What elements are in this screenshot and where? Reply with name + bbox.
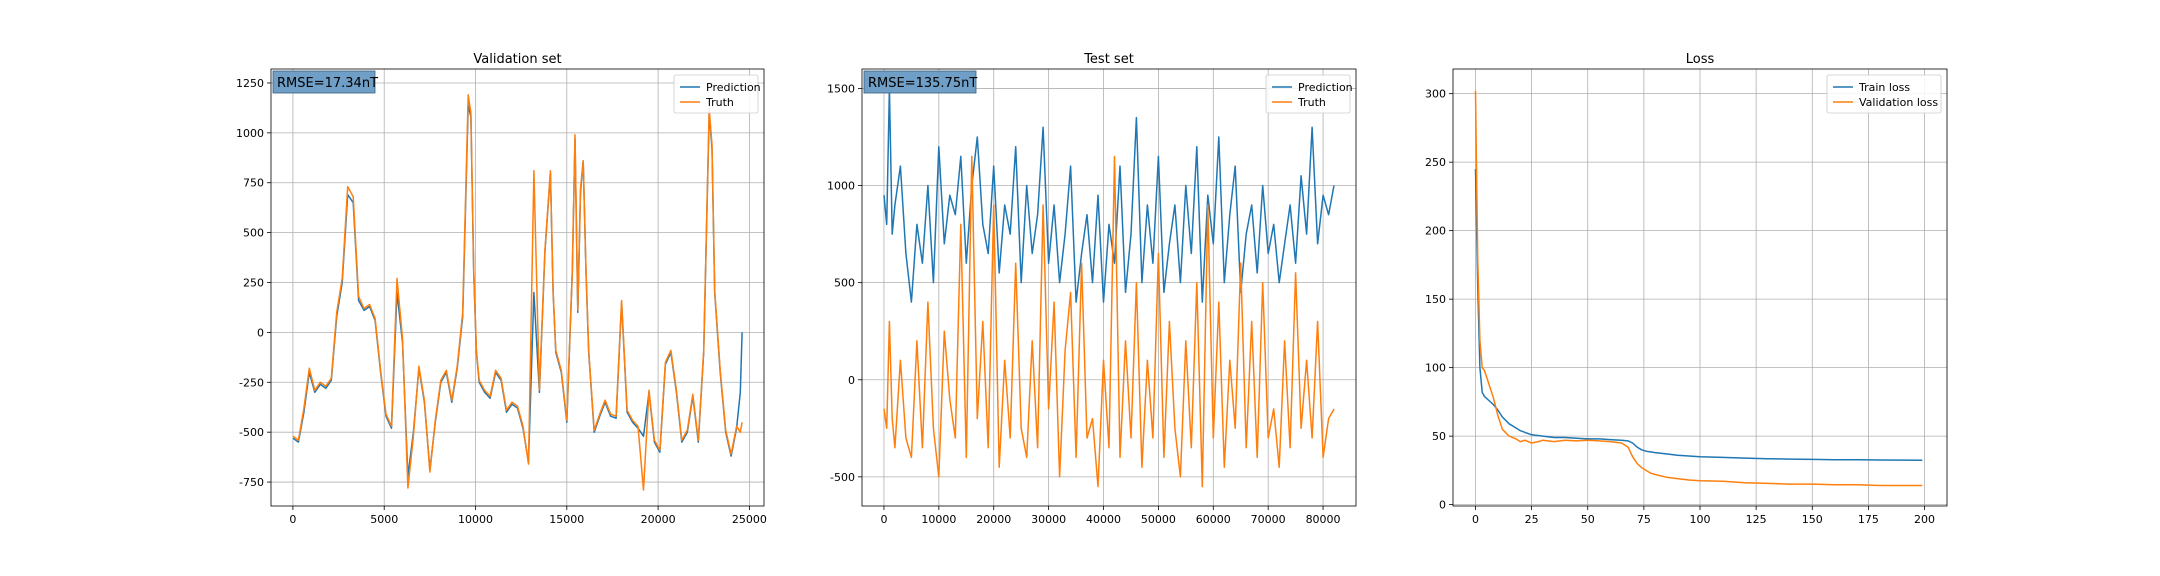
chart-3-xtick-label: 200: [1914, 513, 1935, 526]
chart-1-ytick-label: 1250: [236, 77, 264, 90]
chart-1-axes-frame: [270, 68, 765, 507]
chart-1-ytick-label: 500: [243, 227, 264, 240]
chart-2-annotation-box: [863, 70, 977, 94]
chart-2-xtick-label: 60000: [1196, 513, 1231, 526]
chart-2-axes-frame: [861, 68, 1357, 507]
chart-3-legend-label-validation-loss: Validation loss: [1859, 96, 1938, 109]
chart-1-xtick-label: 15000: [549, 513, 584, 526]
chart-2-annotation-text: RMSE=135.75nT: [868, 76, 977, 91]
chart-1-ytick-label: 1000: [236, 127, 264, 140]
chart-3-xtick-label: 50: [1581, 513, 1595, 526]
chart-1-xtick-label: 5000: [370, 513, 398, 526]
chart-1-ytick-label: 250: [243, 277, 264, 290]
chart-2-ytick-label: -500: [830, 471, 855, 484]
chart-2-xtick-label: 30000: [1031, 513, 1066, 526]
chart-3-ytick-label: 50: [1432, 430, 1446, 443]
chart-1-xtick-label: 10000: [458, 513, 493, 526]
chart-3-ytick-label: 250: [1425, 156, 1446, 169]
chart-2-xtick-label: 50000: [1141, 513, 1176, 526]
chart-3-legend-box: [1826, 74, 1942, 114]
chart-3-xtick-label: 25: [1525, 513, 1539, 526]
chart-2-ytick-label: 1000: [827, 180, 855, 193]
chart-3-ytick-label: 0: [1439, 499, 1446, 512]
chart-1-series-truth: [292, 94, 743, 491]
chart-2-xtick-label: 20000: [976, 513, 1011, 526]
chart-3-xtick-label: 100: [1690, 513, 1711, 526]
chart-3-xtick-label: 150: [1802, 513, 1823, 526]
chart-2-xtick-label: 40000: [1086, 513, 1121, 526]
chart-1-ytick-label: -750: [239, 476, 264, 489]
chart-1-legend-label-prediction: Prediction: [706, 81, 761, 94]
chart-3-ytick-label: 200: [1425, 225, 1446, 238]
chart-2-ytick-label: 500: [834, 277, 855, 290]
chart-2-legend-label-prediction: Prediction: [1298, 81, 1353, 94]
chart-2-series-truth: [883, 155, 1335, 488]
chart-1-panel: 0 5000 10000 15000 20000 25000 -750 -500 -250 0 25…: [236, 52, 767, 526]
chart-1-legend-box: [673, 74, 759, 114]
chart-1-legend-label-truth: Truth: [705, 96, 734, 109]
chart-1-ytick-label: -500: [239, 426, 264, 439]
chart-2-xtick-label: 80000: [1306, 513, 1341, 526]
chart-2-legend-label-truth: Truth: [1297, 96, 1326, 109]
chart-1-annotation-text: RMSE=17.34nT: [277, 76, 378, 91]
chart-3-series-validation-loss: [1474, 90, 1923, 487]
chart-1-xtick-label: 20000: [641, 513, 676, 526]
chart-3-xtick-label: 75: [1637, 513, 1651, 526]
chart-2-ytick-label: 0: [848, 374, 855, 387]
charts-group: 0 5000 10000 15000 20000 25000-750-500-250025…: [236, 52, 1948, 526]
chart-3-title: Loss: [1686, 52, 1715, 67]
chart-2-legend-box: [1265, 74, 1351, 114]
chart-1-xtick-label: 0: [289, 513, 296, 526]
chart-3-xtick-label: 175: [1858, 513, 1879, 526]
chart-2-xtick-label: 0: [880, 513, 887, 526]
chart-3-ytick-label: 150: [1425, 293, 1446, 306]
chart-1-ytick-label: 750: [243, 177, 264, 190]
chart-1-ytick-label: -250: [239, 376, 264, 389]
chart-2-xtick-label: 10000: [921, 513, 956, 526]
chart-2-panel: 0 10000 20000 30000 40000 50000 60000 70000 8000…: [827, 52, 1357, 526]
chart-1-xtick-label: 25000: [732, 513, 767, 526]
chart-2-title: Test set: [1083, 52, 1134, 67]
chart-3-legend-label-train-loss: Train loss: [1858, 81, 1910, 94]
chart-2-ytick-label: 1500: [827, 82, 855, 95]
chart-3-panel: 0 25 50 75 100 125 150 175 200 0 50 100 150 200 250 300…: [1425, 52, 1948, 526]
chart-3-xtick-label: 0: [1472, 513, 1479, 526]
chart-2-xtick-label: 70000: [1251, 513, 1286, 526]
chart-3-ytick-label: 300: [1425, 88, 1446, 101]
chart-1-title: Validation set: [473, 52, 561, 67]
chart-2-series-prediction: [883, 87, 1335, 303]
chart-3-xtick-label: 125: [1746, 513, 1767, 526]
chart-3-ytick-label: 100: [1425, 362, 1446, 375]
chart-1-ytick-label: 0: [257, 326, 264, 339]
chart-1-annotation-box: [272, 70, 376, 94]
chart-3-axes-frame: [1452, 68, 1948, 507]
